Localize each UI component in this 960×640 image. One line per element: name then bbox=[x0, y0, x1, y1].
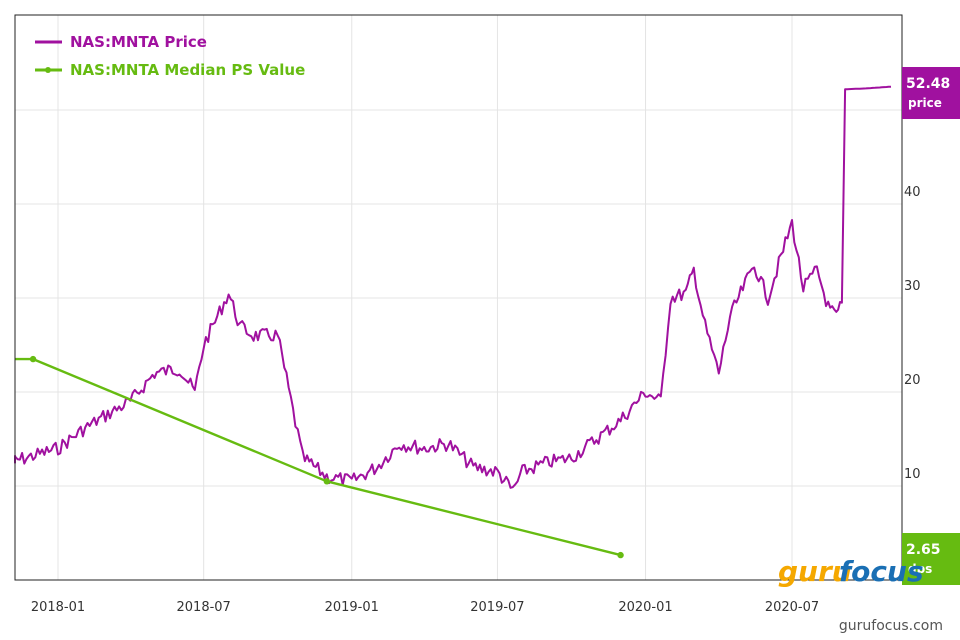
y-tick-label: 40 bbox=[904, 185, 921, 200]
badge-bg bbox=[902, 533, 960, 585]
value-badge-price: 52.48 price bbox=[902, 67, 960, 119]
y-tick-label: 20 bbox=[904, 373, 921, 388]
badge-bg bbox=[902, 67, 960, 119]
logo-part-guru: guru bbox=[778, 555, 852, 588]
x-tick-label: 2019-01 bbox=[325, 600, 379, 615]
y-axis: 10 20 30 40 bbox=[904, 185, 921, 482]
value-badges: 52.48 price 2.65 dps bbox=[902, 67, 960, 585]
median-ps-marker bbox=[323, 478, 331, 485]
median-ps-marker bbox=[29, 355, 37, 363]
series-layer bbox=[14, 85, 892, 559]
y-tick-label: 10 bbox=[904, 467, 921, 482]
logo-part-focus: focus bbox=[839, 555, 924, 588]
x-tick-label: 2019-07 bbox=[470, 600, 524, 615]
x-tick-label: 2020-07 bbox=[765, 600, 819, 615]
badge-label: price bbox=[908, 96, 942, 110]
y-tick-label: 30 bbox=[904, 279, 921, 294]
badge-value: 2.65 bbox=[906, 542, 941, 558]
badge-value: 52.48 bbox=[906, 76, 950, 92]
badge-label: dps bbox=[908, 562, 932, 576]
x-tick-label: 2018-07 bbox=[177, 600, 231, 615]
watermark: gurufocus.com bbox=[839, 618, 943, 634]
legend-item[interactable]: NAS:MNTA Median PS Value bbox=[35, 61, 305, 79]
legend-label: NAS:MNTA Median PS Value bbox=[70, 61, 305, 79]
x-tick-label: 2018-01 bbox=[31, 600, 85, 615]
x-axis: 2018-01 2018-07 2019-01 2019-07 2020-01 2020-… bbox=[31, 600, 819, 615]
plot-frame bbox=[14, 14, 903, 581]
series-line-median-ps bbox=[15, 357, 621, 557]
legend-item[interactable]: NAS:MNTA Price bbox=[35, 33, 207, 51]
legend: NAS:MNTA Price NAS:MNTA Median PS Value bbox=[35, 33, 305, 79]
grid bbox=[15, 15, 902, 580]
median-ps-marker bbox=[617, 551, 624, 559]
value-badge-dps: 2.65 dps bbox=[902, 533, 960, 585]
gurufocus-logo: guru focus bbox=[778, 555, 924, 588]
legend-label: NAS:MNTA Price bbox=[70, 33, 207, 51]
legend-marker bbox=[45, 67, 51, 73]
x-tick-label: 2020-01 bbox=[618, 600, 672, 615]
series-line-price bbox=[14, 85, 892, 489]
